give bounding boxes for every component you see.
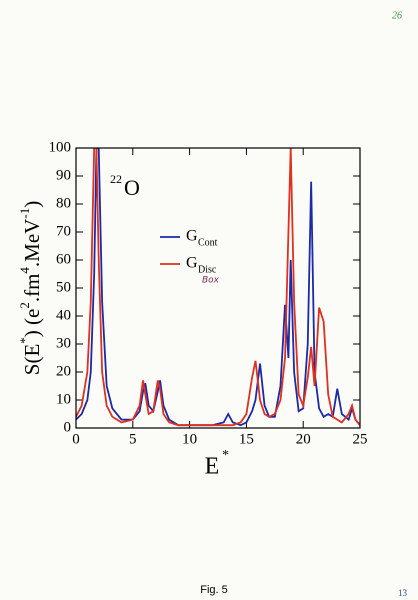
y-tick-label: 40 [56, 307, 71, 323]
legend-subscript: Disc [198, 264, 217, 275]
y-tick-label: 50 [56, 279, 71, 295]
x-tick-label: 15 [239, 431, 254, 447]
y-axis-label-part: * [17, 337, 32, 344]
x-tick-label: 5 [129, 431, 137, 447]
y-tick-label: 60 [56, 251, 71, 267]
handwritten-note: Box [202, 276, 220, 286]
x-tick-label: 0 [72, 431, 80, 447]
y-axis-label-part: 4 [17, 267, 32, 274]
plot-frame [75, 147, 361, 429]
y-axis-label-part: ) (e [20, 309, 44, 338]
figure-caption: Fig. 5 [200, 584, 228, 596]
series-line [76, 148, 360, 427]
x-tick-label: 10 [182, 431, 197, 447]
y-axis-label-part: S(E [20, 344, 44, 376]
legend-label: G [186, 228, 198, 245]
y-tick-label: 30 [56, 335, 71, 351]
y-axis-label-part: -1 [17, 208, 32, 219]
corner-number: 13 [398, 588, 408, 598]
page-number: 26 [392, 10, 402, 21]
y-tick-label: 90 [56, 167, 71, 183]
legend-subscript: Cont [198, 237, 218, 248]
x-tick-label: 20 [296, 431, 311, 447]
y-axis-label-part: .MeV [20, 219, 44, 267]
y-tick-label: 70 [56, 223, 71, 239]
y-tick-label: 80 [56, 195, 71, 211]
annotation: O [124, 175, 140, 200]
y-tick-label: 0 [64, 419, 72, 435]
x-tick-label: 25 [353, 431, 368, 447]
x-axis-label-superscript: * [222, 448, 229, 463]
y-tick-label: 10 [56, 391, 71, 407]
y-axis-label: S(E*) (e2.fm4.MeV-1) [17, 201, 43, 375]
y-tick-label: 100 [49, 139, 72, 155]
annotation-superscript: 22 [110, 172, 122, 186]
y-tick-label: 20 [56, 363, 71, 379]
y-axis-label-part: ) [20, 201, 44, 208]
x-axis-label: E [205, 454, 220, 480]
y-axis-label-part: 2 [17, 302, 32, 309]
y-axis-label-part: .fm [20, 274, 44, 303]
legend-label: G [186, 255, 198, 272]
